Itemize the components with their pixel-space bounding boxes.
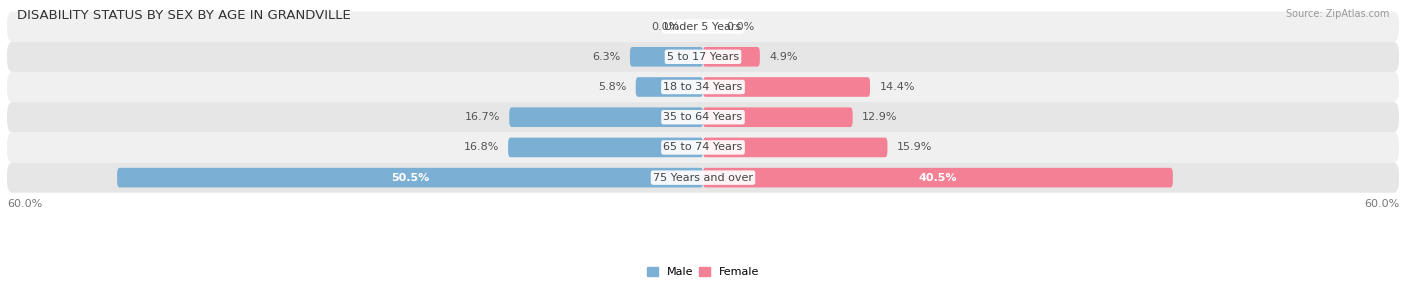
FancyBboxPatch shape	[703, 168, 1173, 188]
Text: Source: ZipAtlas.com: Source: ZipAtlas.com	[1285, 9, 1389, 19]
Text: 6.3%: 6.3%	[592, 52, 620, 62]
FancyBboxPatch shape	[7, 72, 1399, 102]
FancyBboxPatch shape	[509, 107, 703, 127]
Text: 15.9%: 15.9%	[897, 143, 932, 152]
FancyBboxPatch shape	[508, 138, 703, 157]
Text: 40.5%: 40.5%	[918, 173, 957, 183]
Text: 5.8%: 5.8%	[598, 82, 627, 92]
Text: 16.7%: 16.7%	[464, 112, 501, 122]
FancyBboxPatch shape	[7, 102, 1399, 132]
FancyBboxPatch shape	[7, 42, 1399, 72]
Text: 14.4%: 14.4%	[879, 82, 915, 92]
Text: 0.0%: 0.0%	[727, 22, 755, 32]
FancyBboxPatch shape	[703, 138, 887, 157]
Text: DISABILITY STATUS BY SEX BY AGE IN GRANDVILLE: DISABILITY STATUS BY SEX BY AGE IN GRAND…	[17, 9, 350, 22]
Text: 12.9%: 12.9%	[862, 112, 897, 122]
FancyBboxPatch shape	[703, 107, 852, 127]
FancyBboxPatch shape	[7, 163, 1399, 193]
Text: 65 to 74 Years: 65 to 74 Years	[664, 143, 742, 152]
Text: 75 Years and over: 75 Years and over	[652, 173, 754, 183]
FancyBboxPatch shape	[636, 77, 703, 97]
Text: Under 5 Years: Under 5 Years	[665, 22, 741, 32]
Legend: Male, Female: Male, Female	[647, 267, 759, 277]
Text: 4.9%: 4.9%	[769, 52, 797, 62]
FancyBboxPatch shape	[117, 168, 703, 188]
FancyBboxPatch shape	[703, 47, 759, 67]
Text: 60.0%: 60.0%	[1364, 199, 1399, 209]
Text: 18 to 34 Years: 18 to 34 Years	[664, 82, 742, 92]
Text: 5 to 17 Years: 5 to 17 Years	[666, 52, 740, 62]
Text: 0.0%: 0.0%	[651, 22, 679, 32]
Text: 50.5%: 50.5%	[391, 173, 429, 183]
Text: 16.8%: 16.8%	[464, 143, 499, 152]
Text: 60.0%: 60.0%	[7, 199, 42, 209]
Text: 35 to 64 Years: 35 to 64 Years	[664, 112, 742, 122]
FancyBboxPatch shape	[7, 12, 1399, 42]
FancyBboxPatch shape	[703, 77, 870, 97]
FancyBboxPatch shape	[630, 47, 703, 67]
FancyBboxPatch shape	[7, 132, 1399, 163]
